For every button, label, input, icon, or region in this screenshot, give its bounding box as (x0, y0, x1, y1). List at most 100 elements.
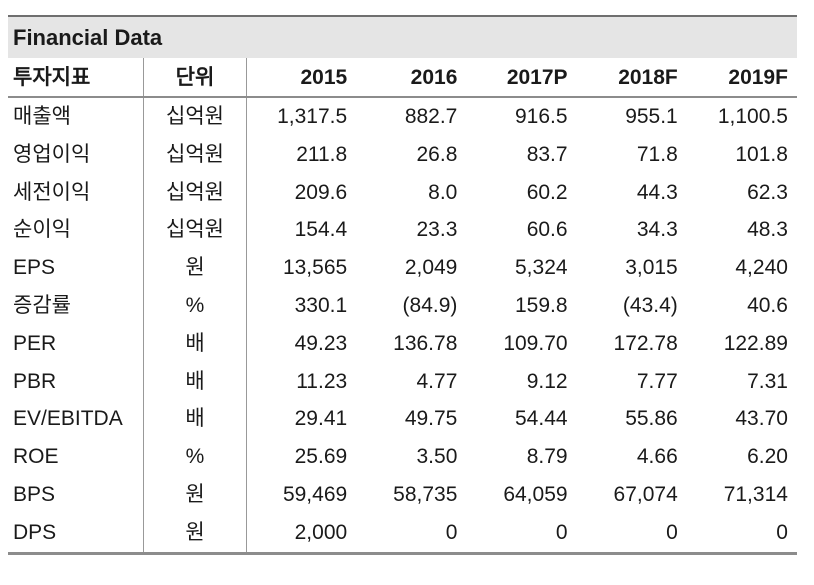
table-row: 세전이익 십억원 209.6 8.0 60.2 44.3 62.3 (8, 173, 797, 212)
table-row: PBR 배 11.23 4.77 9.12 7.77 7.31 (8, 362, 797, 401)
row-unit-cell: % (143, 438, 246, 476)
row-unit-cell: 배 (143, 362, 246, 401)
row-value-cell: 0 (776, 520, 788, 544)
row-value-cell: 882.7 (404, 105, 458, 128)
row-label-cell: BPS (13, 482, 56, 506)
row-value-cell: 209.6 (246, 173, 356, 212)
table-row: ROE% 25.69 3.50 8.79 4.66 6.20 (8, 438, 797, 476)
row-value-cell: 64,059 (503, 482, 568, 506)
row-value-cell: 44.3 (636, 180, 678, 204)
row-value-cell: 49.23 (246, 324, 356, 363)
row-value-cell: 40.6 (747, 293, 788, 317)
row-value-cell: 60.6 (526, 218, 568, 242)
header-cell-2016: 2016 (410, 66, 458, 89)
table-row: DPS 원 2,000 0 0 0 0 (8, 513, 797, 552)
table-row: EPS 원 13,565 2,049 5,324 3,015 4,240 (8, 249, 797, 287)
header-row: 투자지표 단위 2015 2016 2017P 2018F 2019F (8, 58, 797, 98)
row-label-cell: 증감률 (13, 293, 71, 317)
row-value-cell: 71,314 (723, 482, 788, 506)
financial-data-table: Financial Data 투자지표 단위 2015 2016 2017P 2… (8, 15, 797, 555)
row-value-cell: 9.12 (526, 369, 568, 393)
row-value-cell: 8.0 (428, 180, 458, 204)
row-label-cell: EPS (13, 256, 56, 280)
row-label-cell: 매출액 (13, 105, 71, 128)
table-body: 매출액 십억원 1,317.5 882.7 916.5 955.1 1,100.5 영업이익 십… (8, 98, 797, 552)
row-value-cell: 71.8 (636, 142, 678, 166)
row-value-cell: 7.77 (636, 369, 678, 393)
row-value-cell: 159.8 (515, 293, 568, 317)
table-row: 순이익 십억원 154.4 23.3 60.6 34.3 48.3 (8, 211, 797, 250)
row-value-cell: 136.78 (393, 331, 458, 355)
row-value-cell: 4.66 (636, 445, 678, 469)
row-value-cell: 101.8 (735, 142, 788, 166)
table-row: 매출액 십억원 1,317.5 882.7 916.5 955.1 1,100.5 (8, 98, 797, 136)
header-cell-unit: 단위 (143, 58, 246, 96)
row-unit-cell: % (143, 286, 246, 325)
row-unit-cell: 십억원 (143, 211, 246, 250)
row-unit-cell: 십억원 (143, 173, 246, 212)
row-value-cell: 54.44 (515, 407, 568, 431)
row-label-cell: ROE (13, 445, 59, 469)
table-row: EV/EBITDA 배 29.41 49.75 54.44 55.86 43.70 (8, 400, 797, 439)
row-value-cell: 29.41 (246, 400, 356, 439)
table-row: 영업이익 십억원 211.8 26.8 83.7 71.8 101.8 (8, 135, 797, 174)
row-value-cell: 154.4 (246, 211, 356, 250)
row-value-cell: 49.75 (404, 407, 458, 431)
row-value-cell: 330.1 (246, 286, 356, 325)
row-value-cell: 4,240 (735, 256, 788, 280)
row-unit-cell: 원 (143, 513, 246, 552)
row-value-cell: 55.86 (625, 407, 678, 431)
row-value-cell: 2,000 (246, 513, 356, 552)
row-label-cell: 영업이익 (13, 142, 91, 166)
row-value-cell: 62.3 (747, 180, 788, 204)
row-value-cell: 211.8 (246, 135, 356, 174)
row-value-cell: 0 (445, 520, 458, 544)
row-value-cell: (43.4) (622, 293, 678, 317)
row-value-cell: 3.50 (416, 445, 458, 469)
row-value-cell: 26.8 (416, 142, 458, 166)
row-label-cell: DPS (13, 520, 57, 544)
row-value-cell: 7.31 (747, 369, 788, 393)
row-value-cell: 43.70 (735, 407, 788, 431)
row-value-cell: 23.3 (416, 218, 458, 242)
row-label-cell: PBR (13, 369, 57, 393)
row-value-cell: 172.78 (613, 331, 678, 355)
header-cell-2018f: 2018F (618, 66, 678, 89)
header-cell-2015: 2015 (246, 58, 356, 96)
row-value-cell: 0 (555, 520, 568, 544)
row-value-cell: 2,049 (404, 256, 458, 280)
row-unit-cell: 원 (143, 249, 246, 287)
row-value-cell: 109.70 (503, 331, 568, 355)
row-unit-cell: 원 (143, 475, 246, 514)
row-value-cell: 48.3 (747, 218, 788, 242)
row-label-cell: EV/EBITDA (13, 407, 123, 431)
row-value-cell: 8.79 (526, 445, 568, 469)
row-value-cell: 3,015 (625, 256, 678, 280)
row-value-cell: 25.69 (246, 438, 356, 476)
row-label-cell: 순이익 (13, 218, 71, 242)
table-row: 증감률% 330.1 (84.9) 159.8 (43.4) 40.6 (8, 286, 797, 325)
row-value-cell: 11.23 (246, 362, 356, 401)
row-value-cell: 1,100.5 (717, 105, 788, 128)
row-unit-cell: 배 (143, 400, 246, 439)
row-value-cell: 4.77 (416, 369, 458, 393)
row-value-cell: (84.9) (402, 293, 458, 317)
row-value-cell: 916.5 (515, 105, 568, 128)
table-row: BPS 원 59,469 58,735 64,059 67,074 71,314 (8, 475, 797, 514)
row-value-cell: 0 (666, 520, 678, 544)
row-value-cell: 59,469 (246, 475, 356, 514)
row-label-cell: 세전이익 (13, 180, 91, 204)
row-value-cell: 955.1 (625, 105, 678, 128)
row-value-cell: 1,317.5 (246, 98, 356, 136)
row-unit-cell: 배 (143, 324, 246, 363)
row-value-cell: 5,324 (515, 256, 568, 280)
row-value-cell: 34.3 (636, 218, 678, 242)
table-title-bar: Financial Data (8, 17, 797, 58)
row-value-cell: 67,074 (613, 482, 678, 506)
row-unit-cell: 십억원 (143, 135, 246, 174)
table-row: PER 배 49.23 136.78 109.70 172.78 122.89 (8, 324, 797, 363)
row-value-cell: 60.2 (526, 180, 568, 204)
row-unit-cell: 십억원 (143, 98, 246, 136)
row-value-cell: 58,735 (393, 482, 458, 506)
table-title: Financial Data (13, 24, 163, 50)
